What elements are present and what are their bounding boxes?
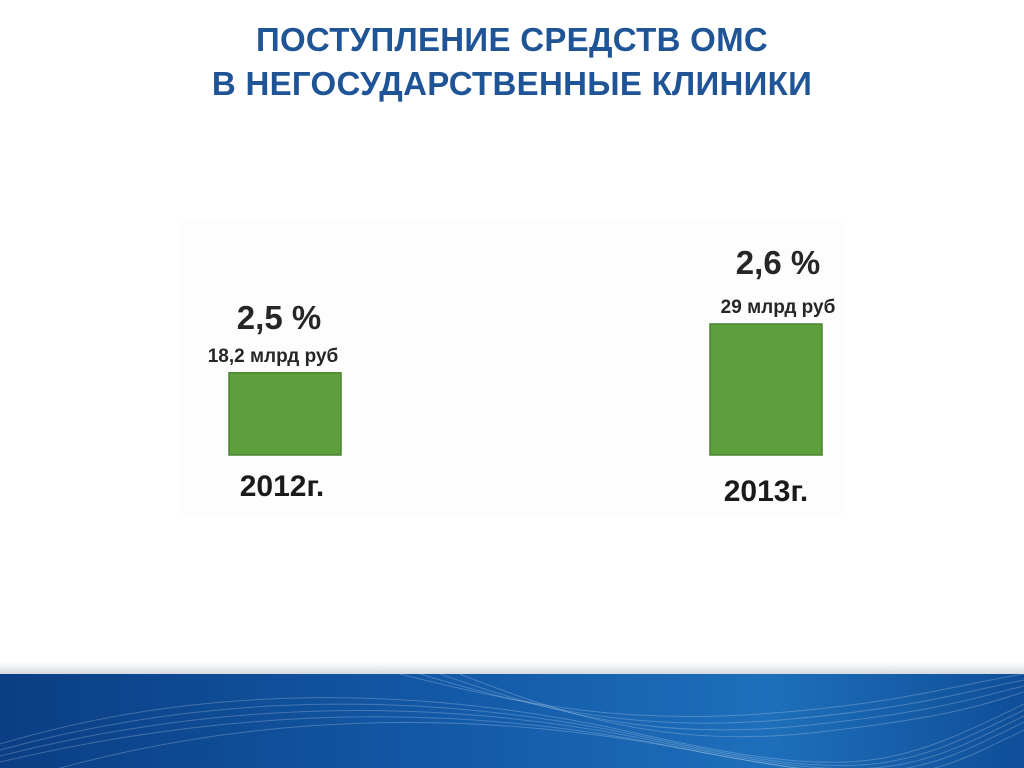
value-label: 18,2 млрд руб: [208, 346, 339, 367]
footer-band: [0, 662, 1024, 768]
footer-wave-decoration: [0, 674, 1024, 768]
percent-label: 2,6 %: [736, 244, 820, 281]
title-line-2: В НЕГОСУДАРСТВЕННЫЕ КЛИНИКИ: [211, 65, 813, 102]
footer-shade: [0, 662, 1024, 676]
category-label: 2012г.: [240, 470, 325, 503]
bar-2013г.: [709, 323, 823, 456]
slide-title: ПОСТУПЛЕНИЕ СРЕДСТВ ОМС В НЕГОСУДАРСТВЕН…: [0, 18, 1024, 106]
category-label: 2013г.: [724, 475, 809, 508]
title-line-1: ПОСТУПЛЕНИЕ СРЕДСТВ ОМС: [255, 21, 769, 58]
value-label: 29 млрд руб: [721, 297, 836, 318]
percent-label: 2,5 %: [237, 299, 321, 336]
bar-2012г.: [228, 372, 342, 456]
